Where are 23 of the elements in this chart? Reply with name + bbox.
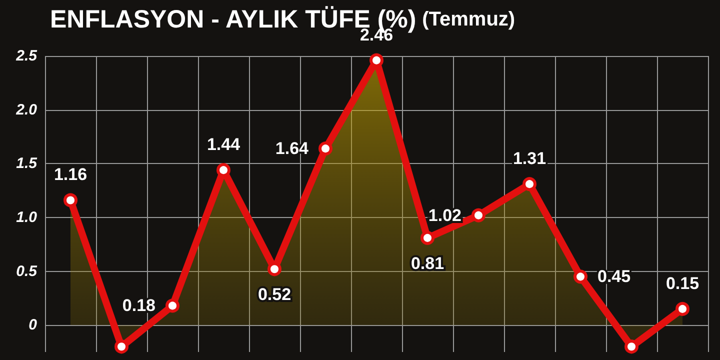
data-label: 0.15	[666, 274, 700, 293]
point	[166, 298, 180, 313]
y-tick-label: 1.5	[16, 155, 38, 172]
point	[522, 177, 536, 192]
point	[370, 53, 384, 68]
point	[574, 270, 588, 284]
data-label: 1.44	[206, 135, 241, 154]
y-tick-label: 1.0	[16, 208, 38, 226]
y-tick-label: 0.5	[16, 262, 38, 280]
point	[472, 208, 486, 222]
point	[420, 230, 434, 245]
point	[676, 302, 690, 316]
y-tick-label: 0	[28, 316, 38, 334]
data-label: 0.52	[258, 285, 292, 304]
y-tick-label: 2.0	[15, 101, 38, 118]
point	[318, 142, 332, 156]
point	[114, 340, 128, 354]
point	[624, 340, 638, 354]
y-tick-label: 2.5	[15, 48, 38, 64]
chart-subtitle: (Temmuz)	[422, 8, 516, 30]
data-label: 0.81	[410, 254, 444, 273]
data-label: 1.16	[54, 165, 88, 184]
point	[64, 193, 78, 208]
